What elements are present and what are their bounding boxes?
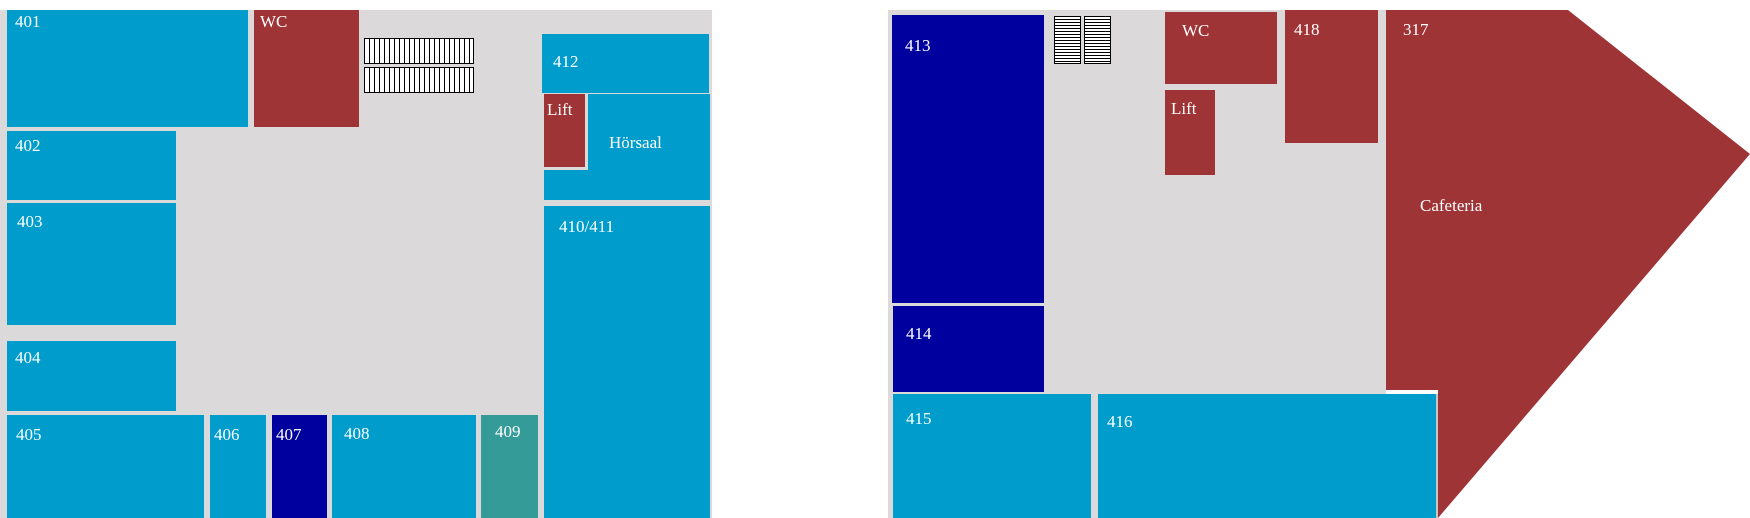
room-414[interactable]: 414: [893, 306, 1044, 392]
room-wc-left[interactable]: WC: [254, 10, 359, 127]
room-409[interactable]: 409: [481, 415, 538, 518]
room-405-label: 405: [16, 425, 42, 444]
room-414-label: 414: [906, 324, 932, 343]
room-404-label: 404: [15, 348, 41, 367]
room-410-411-label: 410/411: [559, 217, 615, 236]
room-410-411[interactable]: 410/411: [544, 206, 710, 518]
cafeteria-shape[interactable]: [888, 10, 1750, 518]
cafeteria-label: Cafeteria: [1420, 196, 1483, 215]
room-hoersaal-label: Hörsaal: [609, 133, 662, 152]
room-lift-right[interactable]: Lift: [1165, 90, 1215, 175]
room-405[interactable]: 405: [7, 415, 204, 518]
room-408-label: 408: [344, 424, 370, 443]
room-407[interactable]: 407: [272, 415, 327, 518]
stairs-left-icon: [364, 38, 474, 93]
room-401-label: 401: [15, 12, 41, 31]
room-409-label: 409: [495, 422, 521, 441]
room-lift-left[interactable]: Lift: [544, 94, 588, 170]
room-402-label: 402: [15, 136, 41, 155]
room-415[interactable]: 415: [893, 394, 1091, 518]
cafeteria-label-area: Cafeteria: [1408, 190, 1528, 220]
room-416[interactable]: 416: [1098, 394, 1438, 518]
room-wc-left-label: WC: [260, 12, 288, 31]
room-415-label: 415: [906, 409, 932, 428]
room-418[interactable]: 418: [1285, 10, 1378, 143]
room-317-label: 317: [1403, 20, 1429, 39]
room-lift-right-label: Lift: [1171, 99, 1197, 118]
room-412-label: 412: [553, 52, 579, 71]
room-413[interactable]: 413: [892, 15, 1044, 303]
room-406[interactable]: 406: [210, 415, 266, 518]
room-317[interactable]: 317: [1386, 10, 1566, 70]
room-403[interactable]: 403: [7, 203, 176, 325]
room-lift-left-label: Lift: [547, 100, 573, 119]
room-402[interactable]: 402: [7, 131, 176, 200]
room-406-label: 406: [214, 425, 240, 444]
room-416-label: 416: [1107, 412, 1133, 431]
stairs-right-icon: [1054, 16, 1111, 64]
room-407-label: 407: [276, 425, 302, 444]
room-403-label: 403: [17, 212, 43, 231]
room-404[interactable]: 404: [7, 341, 176, 411]
left-wing-floorplan: 401 WC 412 Hörsaal Lift 402 403 404 410/: [0, 10, 712, 518]
room-401[interactable]: 401: [7, 10, 248, 127]
room-413-label: 413: [905, 36, 931, 55]
right-wing-floorplan: 413 414 WC Lift 418 317 Cafeteria 415 41…: [888, 10, 1750, 518]
room-wc-right-label: WC: [1182, 21, 1210, 40]
room-408[interactable]: 408: [332, 415, 476, 518]
stairs-left: [364, 38, 474, 94]
room-412[interactable]: 412: [542, 34, 709, 93]
stairs-right: [1054, 16, 1112, 64]
room-wc-right[interactable]: WC: [1165, 12, 1277, 84]
room-418-label: 418: [1294, 20, 1320, 39]
